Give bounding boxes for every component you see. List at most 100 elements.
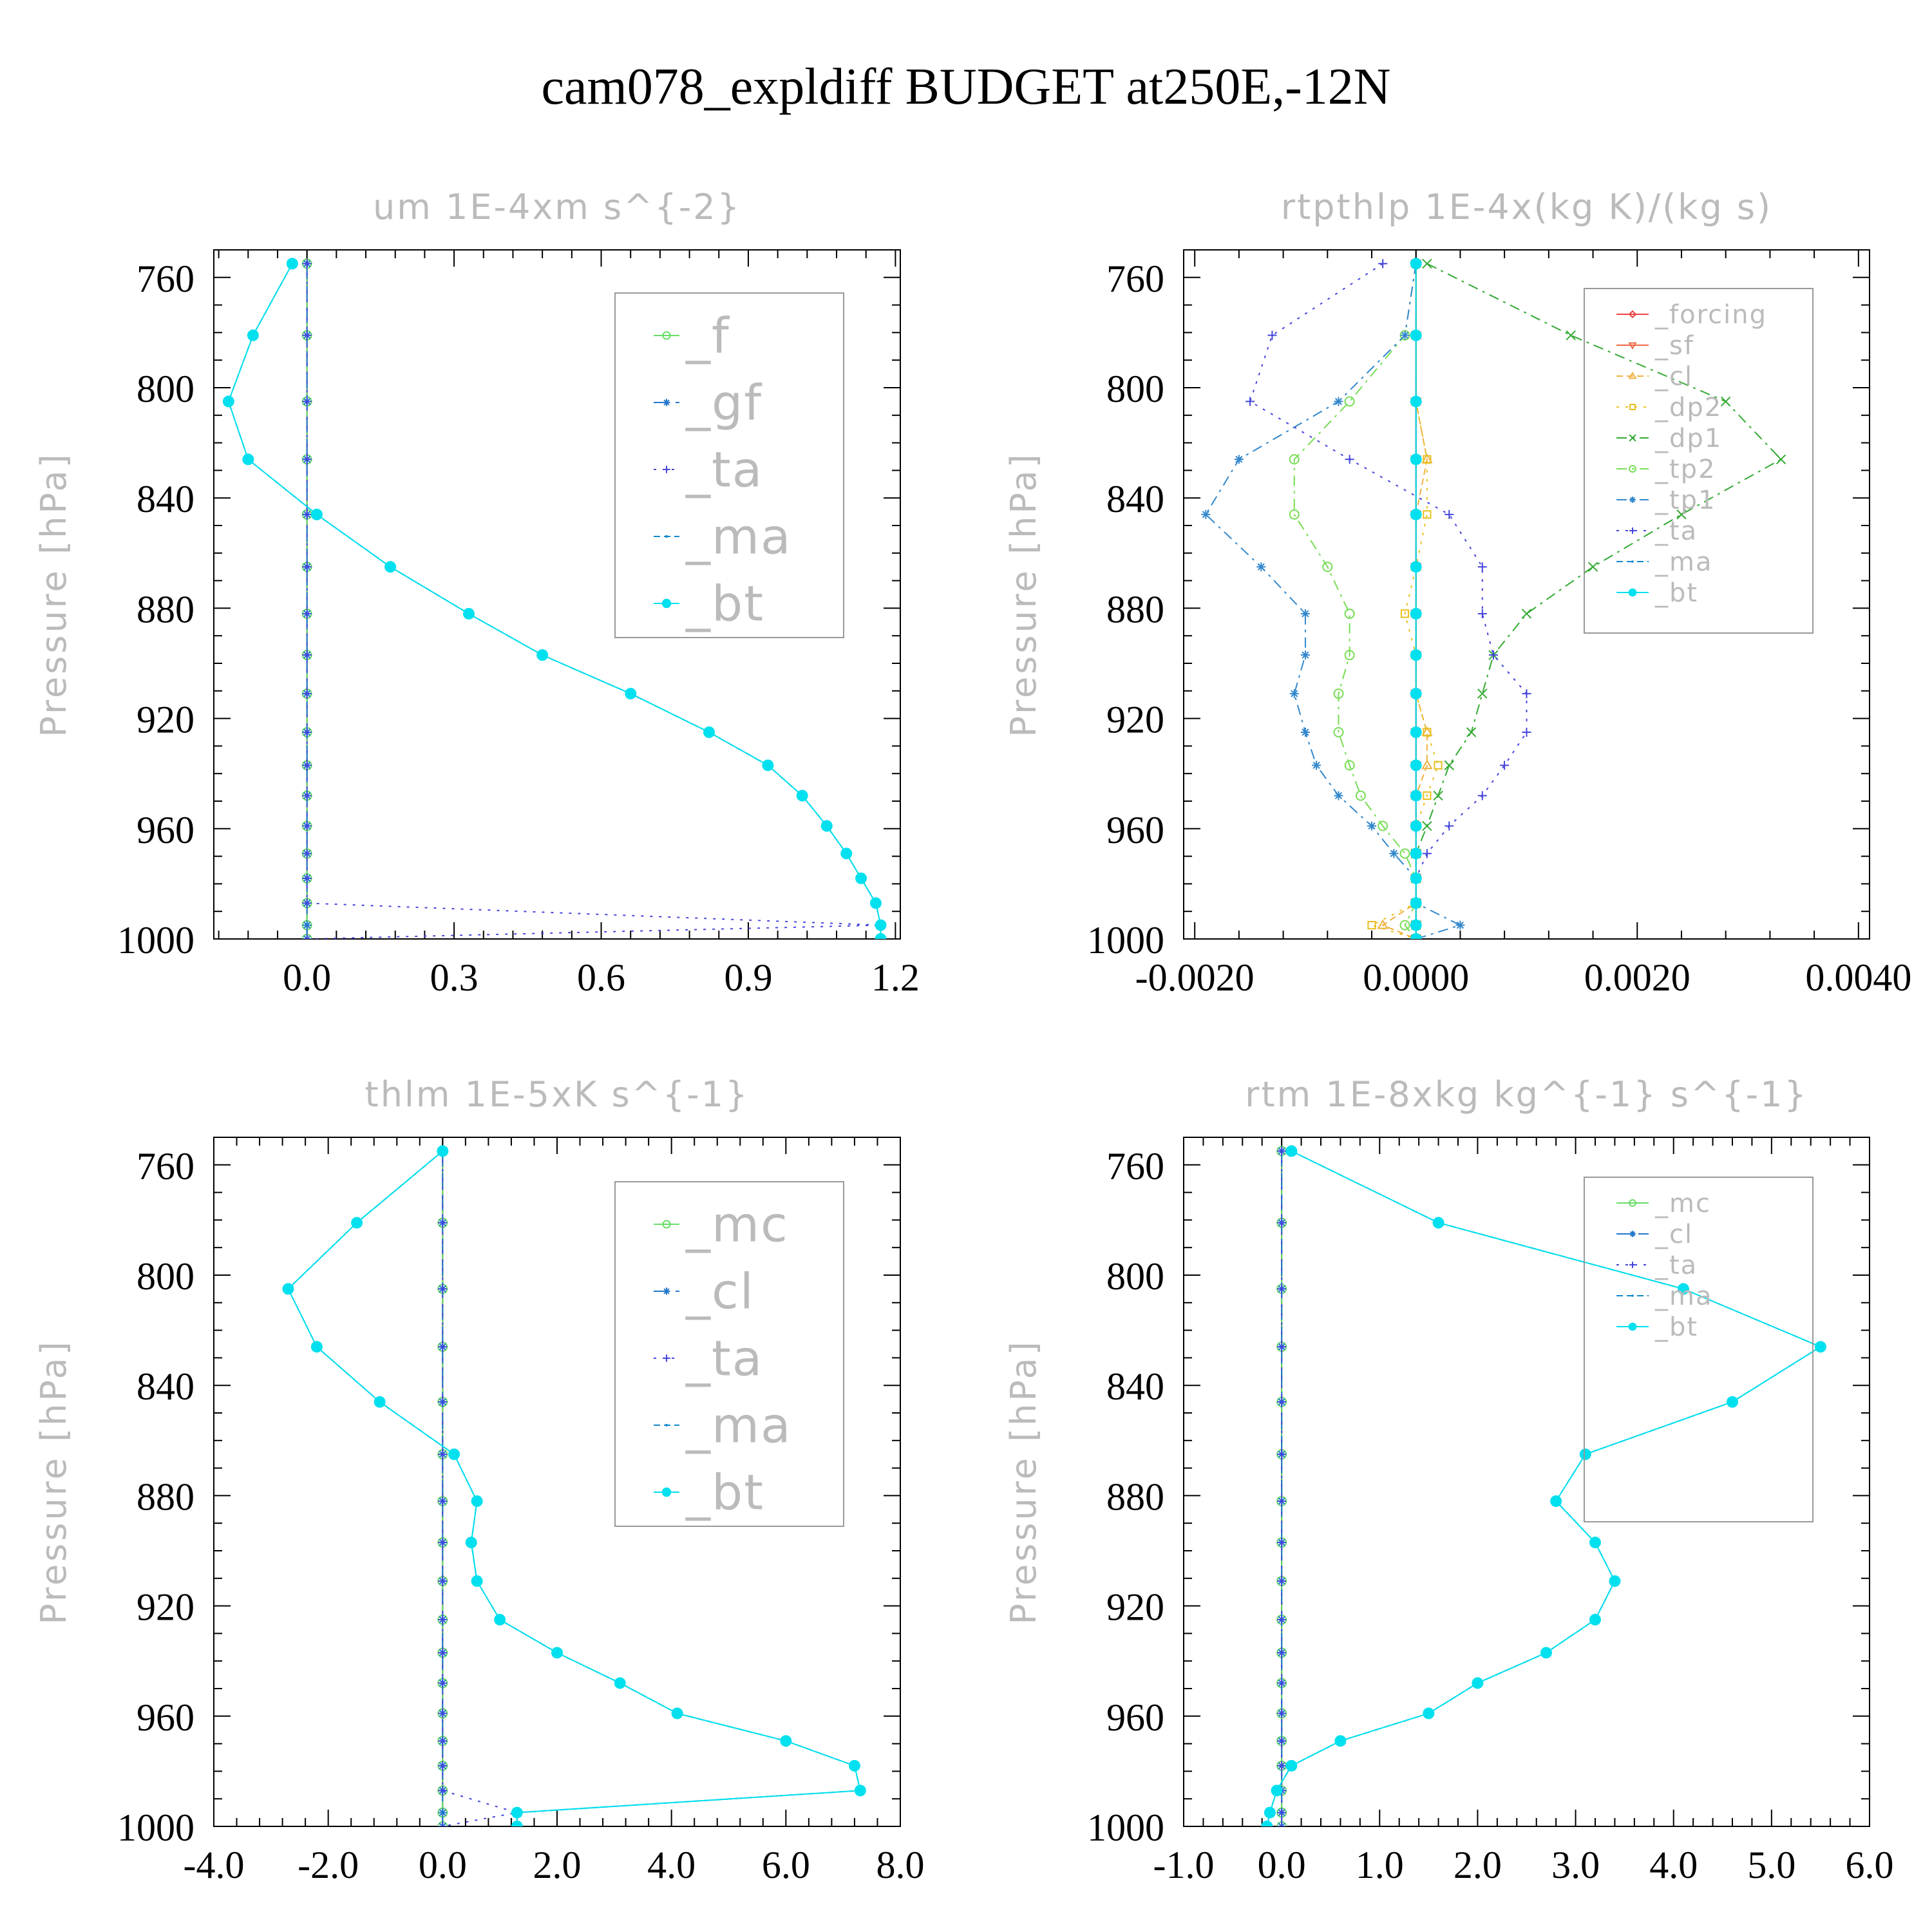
- y-tick-label: 920: [1106, 699, 1164, 741]
- data-point-ta: [1277, 1615, 1287, 1624]
- y-axis-label: Pressure [hPa]: [1003, 451, 1044, 737]
- plot-frame: [213, 1137, 901, 1827]
- legend-label: _f: [685, 307, 730, 365]
- data-point-bt: [855, 872, 867, 884]
- x-tick-label: 2.0: [533, 1844, 582, 1886]
- data-point-ta: [1277, 1146, 1287, 1156]
- legend-label: _ta: [685, 441, 763, 498]
- data-point-bt: [1410, 649, 1422, 661]
- legend-label: _forcing: [1654, 300, 1767, 330]
- legend-box: [614, 292, 844, 638]
- legend-marker: [665, 535, 668, 538]
- data-point-tp2: [1344, 608, 1355, 619]
- legend-marker: [1628, 1322, 1637, 1331]
- data-point-tp1: [1312, 761, 1321, 770]
- data-point-tp2: [1289, 454, 1300, 465]
- data-point-ta: [302, 791, 312, 800]
- data-point-bt: [1410, 790, 1422, 802]
- data-point-ta: [1477, 562, 1487, 572]
- data-point-ta: [1345, 455, 1354, 464]
- data-point-bt: [796, 790, 808, 802]
- data-point-ta: [1277, 1496, 1287, 1506]
- data-point-tp2: [1344, 760, 1355, 771]
- y-axis-label: Pressure [hPa]: [1003, 1339, 1044, 1624]
- chart-panel-1: um 1E-4xm s^{-2} Pressure [hPa] 760 800 840 8…: [33, 187, 920, 999]
- data-point-tp1: [1300, 728, 1310, 737]
- legend-marker: [1628, 372, 1637, 379]
- data-point-ta: [1488, 650, 1498, 660]
- data-point-bt: [536, 649, 549, 661]
- data-point-tp1: [1334, 791, 1343, 800]
- data-point-ta: [1522, 689, 1531, 699]
- data-point-tp2: [1344, 650, 1355, 661]
- data-point-dp1: [1776, 454, 1786, 464]
- y-tick-label: 1000: [117, 1806, 194, 1849]
- plot-frame: [1183, 1137, 1870, 1827]
- x-tick-label: 0.0020: [1584, 956, 1690, 999]
- data-point-ta: [1277, 1709, 1287, 1718]
- data-point-bt: [310, 508, 323, 520]
- data-point-tp2: [1399, 848, 1410, 859]
- legend-label: _ma: [685, 1397, 792, 1454]
- data-point-ta: [438, 1822, 448, 1826]
- legend-label: _bt: [685, 575, 764, 632]
- data-point-bt: [1589, 1537, 1601, 1549]
- series-line-ma: [227, 263, 882, 939]
- data-point-bt: [1410, 607, 1422, 620]
- legend-label: _cl: [1654, 362, 1693, 392]
- data-point-bt: [1609, 1575, 1621, 1587]
- data-point-bt: [286, 258, 298, 270]
- data-point-ta: [1277, 1284, 1287, 1294]
- chart-panel-4: rtm 1E-8xkg kg^{-1} s^{-1} Pressure [hPa]…: [1003, 1074, 1894, 1886]
- data-point-ta: [1277, 1342, 1287, 1352]
- series-layer: [282, 1145, 866, 1826]
- data-point-bt: [780, 1735, 792, 1747]
- x-tick-label: 0.0: [1258, 1844, 1306, 1886]
- data-point-dp1: [1566, 330, 1576, 341]
- data-point-ta: [1444, 509, 1454, 519]
- y-tick-label: 920: [137, 1586, 194, 1629]
- x-tick-label: 0.0040: [1805, 956, 1911, 999]
- data-point-dp2: [1434, 761, 1443, 770]
- series-line-dp1: [1415, 263, 1783, 939]
- data-point-bt: [854, 1785, 866, 1797]
- data-point-ta: [438, 1709, 448, 1718]
- y-tick-label: 1000: [1087, 1806, 1164, 1849]
- data-point-dp2: [1400, 609, 1410, 618]
- data-point-ta: [302, 259, 312, 269]
- legend-marker: [1631, 560, 1634, 563]
- y-tick-label: 960: [1106, 809, 1164, 851]
- x-tick-label: 6.0: [762, 1844, 810, 1886]
- data-point-ta: [438, 1648, 448, 1658]
- data-point-ta: [1267, 330, 1277, 340]
- data-point-ta: [302, 934, 312, 939]
- x-tick-label: 0.3: [430, 956, 478, 999]
- legend-marker: [1629, 1262, 1636, 1268]
- data-point-tp1: [1389, 849, 1399, 858]
- data-point-cl: [438, 1808, 448, 1817]
- data-point-bt: [614, 1677, 626, 1689]
- data-point-tp2: [1344, 396, 1355, 407]
- x-tick-label: 2.0: [1454, 1844, 1502, 1886]
- legend-marker: [1629, 434, 1636, 442]
- series-layer: [1261, 1145, 1826, 1826]
- data-point-ta: [302, 562, 312, 572]
- data-point-bt: [1410, 919, 1422, 931]
- legend: _mc_cl_ta_ma_bt: [1584, 1177, 1814, 1522]
- data-point-bt: [1410, 453, 1422, 466]
- data-point-ta: [1477, 791, 1487, 800]
- data-point-tp1: [1367, 821, 1377, 831]
- data-point-ta: [1444, 821, 1454, 831]
- data-point-dp1: [1477, 688, 1488, 699]
- panel-title: rtpthlp 1E-4x(kg K)/(kg s): [1281, 187, 1772, 227]
- legend-marker: [661, 1487, 672, 1497]
- data-point-tp2: [1333, 727, 1344, 737]
- data-point-bt: [820, 820, 833, 832]
- data-point-ta: [302, 397, 312, 406]
- data-point-bt: [437, 1145, 449, 1157]
- y-tick-label: 880: [137, 588, 194, 630]
- data-point-bt: [1410, 897, 1422, 909]
- x-tick-label: 1.0: [1356, 1844, 1404, 1886]
- data-point-tp2: [1322, 562, 1333, 573]
